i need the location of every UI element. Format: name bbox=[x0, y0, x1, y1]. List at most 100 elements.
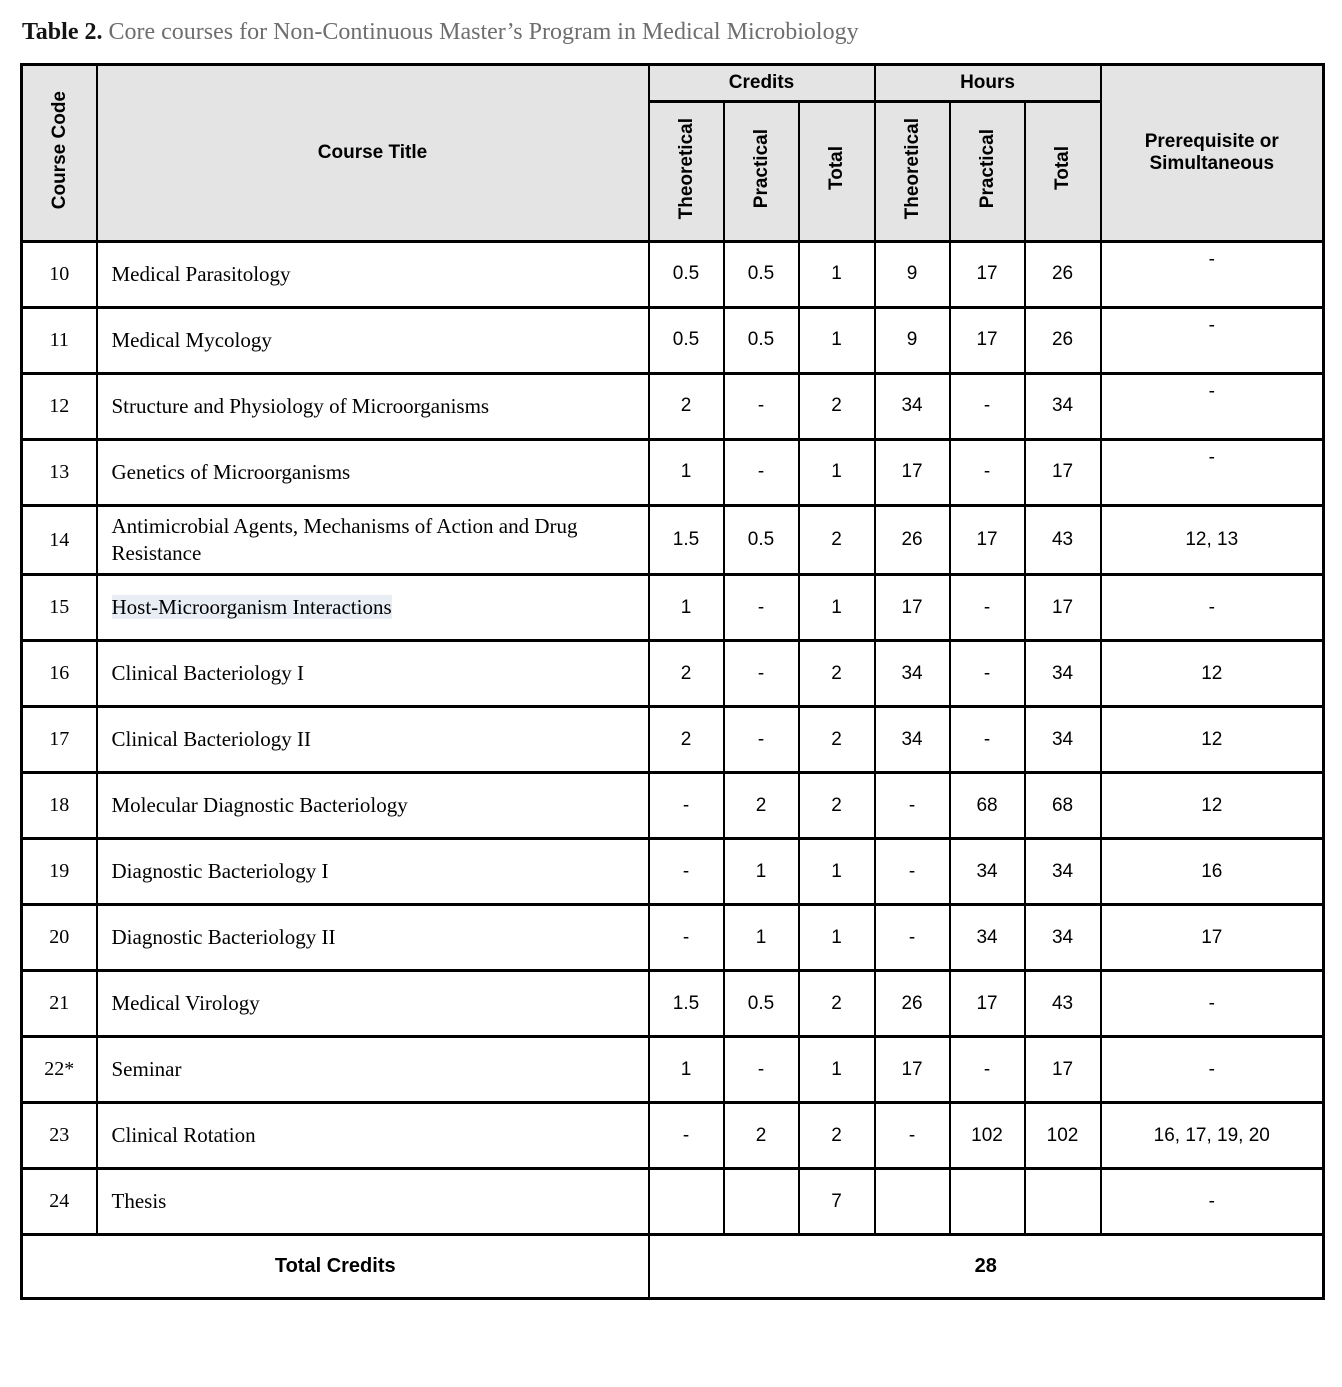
credits-theoretical-cell: 1.5 bbox=[647, 969, 725, 1039]
course-code-cell: 17 bbox=[20, 705, 98, 775]
hours-practical-cell: - bbox=[948, 639, 1026, 709]
prerequisite-cell: 16 bbox=[1099, 837, 1325, 907]
header-credits-theoretical-label: Theoretical bbox=[675, 117, 697, 219]
prerequisite-cell: - bbox=[1099, 1035, 1325, 1105]
prerequisite-cell: - bbox=[1099, 969, 1325, 1039]
credits-total-cell: 2 bbox=[797, 705, 876, 775]
header-hours-theoretical: Theoretical bbox=[873, 99, 951, 243]
credits-theoretical-cell: - bbox=[647, 903, 725, 973]
hours-theoretical-cell: - bbox=[873, 837, 951, 907]
course-title-text: Clinical Rotation bbox=[111, 1123, 256, 1148]
prerequisite-cell: - bbox=[1099, 573, 1325, 643]
table-row: 10 Medical Parasitology 0.5 0.5 1 9 17 2… bbox=[20, 239, 1325, 309]
table-row: 19 Diagnostic Bacteriology I - 1 1 - 34 … bbox=[20, 837, 1325, 907]
prerequisite-cell: - bbox=[1099, 305, 1325, 375]
prerequisite-cell: 12 bbox=[1099, 639, 1325, 709]
header-credits-total-label: Total bbox=[826, 146, 847, 191]
credits-theoretical-cell: 2 bbox=[647, 639, 725, 709]
hours-theoretical-cell: - bbox=[873, 1101, 951, 1171]
hours-theoretical-cell: 17 bbox=[873, 573, 951, 643]
course-title-text: Medical Mycology bbox=[111, 327, 272, 352]
credits-total-cell: 1 bbox=[797, 573, 876, 643]
hours-practical-cell: - bbox=[948, 573, 1026, 643]
credits-total-cell: 2 bbox=[797, 371, 876, 441]
hours-practical-cell: - bbox=[948, 437, 1026, 507]
header-course-title: Course Title bbox=[95, 62, 650, 243]
course-code-cell: 16 bbox=[20, 639, 98, 709]
prerequisite-cell: 12 bbox=[1099, 705, 1325, 775]
course-title-cell: Clinical Bacteriology I bbox=[95, 639, 650, 709]
header-course-code: Course Code bbox=[20, 62, 98, 243]
hours-total-cell: 26 bbox=[1023, 305, 1102, 375]
course-title-cell: Thesis bbox=[95, 1167, 650, 1237]
course-title-cell: Genetics of Microorganisms bbox=[95, 437, 650, 507]
hours-total-cell: 34 bbox=[1023, 639, 1102, 709]
total-row: Total Credits 28 bbox=[20, 1233, 1325, 1301]
credits-theoretical-cell: 2 bbox=[647, 371, 725, 441]
course-title-text: Diagnostic Bacteriology II bbox=[111, 925, 336, 950]
course-title-text: Structure and Physiology of Microorganis… bbox=[111, 393, 490, 418]
credits-theoretical-cell: 1 bbox=[647, 573, 725, 643]
prerequisite-cell: - bbox=[1099, 1167, 1325, 1237]
table-row: 23 Clinical Rotation - 2 2 - 102 102 16,… bbox=[20, 1101, 1325, 1171]
table-header: Course Code Course Title Credits Hours P… bbox=[20, 62, 1325, 243]
course-code-cell: 21 bbox=[20, 969, 98, 1039]
credits-practical-cell: 2 bbox=[722, 1101, 800, 1171]
hours-practical-cell: 17 bbox=[948, 305, 1026, 375]
hours-practical-cell: 68 bbox=[948, 771, 1026, 841]
credits-theoretical-cell: 0.5 bbox=[647, 239, 725, 309]
total-credits-label: Total Credits bbox=[20, 1233, 650, 1301]
total-credits-value: 28 bbox=[647, 1233, 1325, 1301]
hours-practical-cell: 17 bbox=[948, 239, 1026, 309]
hours-theoretical-cell: 17 bbox=[873, 437, 951, 507]
hours-practical-cell: 34 bbox=[948, 903, 1026, 973]
hours-practical-cell: 34 bbox=[948, 837, 1026, 907]
course-title-cell: Clinical Rotation bbox=[95, 1101, 650, 1171]
hours-practical-cell: 102 bbox=[948, 1101, 1026, 1171]
credits-theoretical-cell bbox=[647, 1167, 725, 1237]
header-credits-practical: Practical bbox=[722, 99, 800, 243]
header-hours-theoretical-label: Theoretical bbox=[901, 117, 923, 219]
course-title-cell: Structure and Physiology of Microorganis… bbox=[95, 371, 650, 441]
course-code-cell: 10 bbox=[20, 239, 98, 309]
credits-theoretical-cell: 1 bbox=[647, 1035, 725, 1105]
table-row: 17 Clinical Bacteriology II 2 - 2 34 - 3… bbox=[20, 705, 1325, 775]
header-credits-total: Total bbox=[797, 99, 876, 243]
credits-practical-cell: - bbox=[722, 573, 800, 643]
table-row: 15 Host-Microorganism Interactions 1 - 1… bbox=[20, 573, 1325, 643]
table-row: 14 Antimicrobial Agents, Mechanisms of A… bbox=[20, 503, 1325, 577]
prerequisite-cell: 12 bbox=[1099, 771, 1325, 841]
hours-total-cell: 17 bbox=[1023, 1035, 1102, 1105]
course-title-text: Clinical Bacteriology I bbox=[111, 661, 304, 686]
credits-total-cell: 1 bbox=[797, 903, 876, 973]
table-row: 20 Diagnostic Bacteriology II - 1 1 - 34… bbox=[20, 903, 1325, 973]
course-title-text: Clinical Bacteriology II bbox=[111, 727, 311, 752]
hours-theoretical-cell bbox=[873, 1167, 951, 1237]
credits-theoretical-cell: 0.5 bbox=[647, 305, 725, 375]
table-row: 11 Medical Mycology 0.5 0.5 1 9 17 26 - bbox=[20, 305, 1325, 375]
hours-theoretical-cell: 26 bbox=[873, 969, 951, 1039]
table-row: 22* Seminar 1 - 1 17 - 17 - bbox=[20, 1035, 1325, 1105]
credits-practical-cell: - bbox=[722, 705, 800, 775]
course-code-cell: 23 bbox=[20, 1101, 98, 1171]
course-title-cell: Medical Virology bbox=[95, 969, 650, 1039]
header-prerequisite: Prerequisite or Simultaneous bbox=[1099, 62, 1325, 243]
credits-practical-cell: - bbox=[722, 437, 800, 507]
credits-practical-cell: - bbox=[722, 371, 800, 441]
course-title-cell: Clinical Bacteriology II bbox=[95, 705, 650, 775]
hours-total-cell: 34 bbox=[1023, 705, 1102, 775]
credits-total-cell: 1 bbox=[797, 837, 876, 907]
courses-table: Course Code Course Title Credits Hours P… bbox=[20, 62, 1326, 1301]
hours-theoretical-cell: 9 bbox=[873, 239, 951, 309]
prerequisite-cell: - bbox=[1099, 239, 1325, 309]
course-title-cell: Antimicrobial Agents, Mechanisms of Acti… bbox=[95, 503, 650, 577]
course-title-cell: Host-Microorganism Interactions bbox=[95, 573, 650, 643]
header-hours-practical-label: Practical bbox=[976, 128, 998, 208]
course-title-cell: Diagnostic Bacteriology II bbox=[95, 903, 650, 973]
credits-total-cell: 1 bbox=[797, 239, 876, 309]
course-title-text: Medical Parasitology bbox=[111, 261, 291, 286]
header-hours-total: Total bbox=[1023, 99, 1102, 243]
credits-practical-cell: 0.5 bbox=[722, 503, 800, 577]
credits-total-cell: 1 bbox=[797, 437, 876, 507]
credits-theoretical-cell: - bbox=[647, 1101, 725, 1171]
